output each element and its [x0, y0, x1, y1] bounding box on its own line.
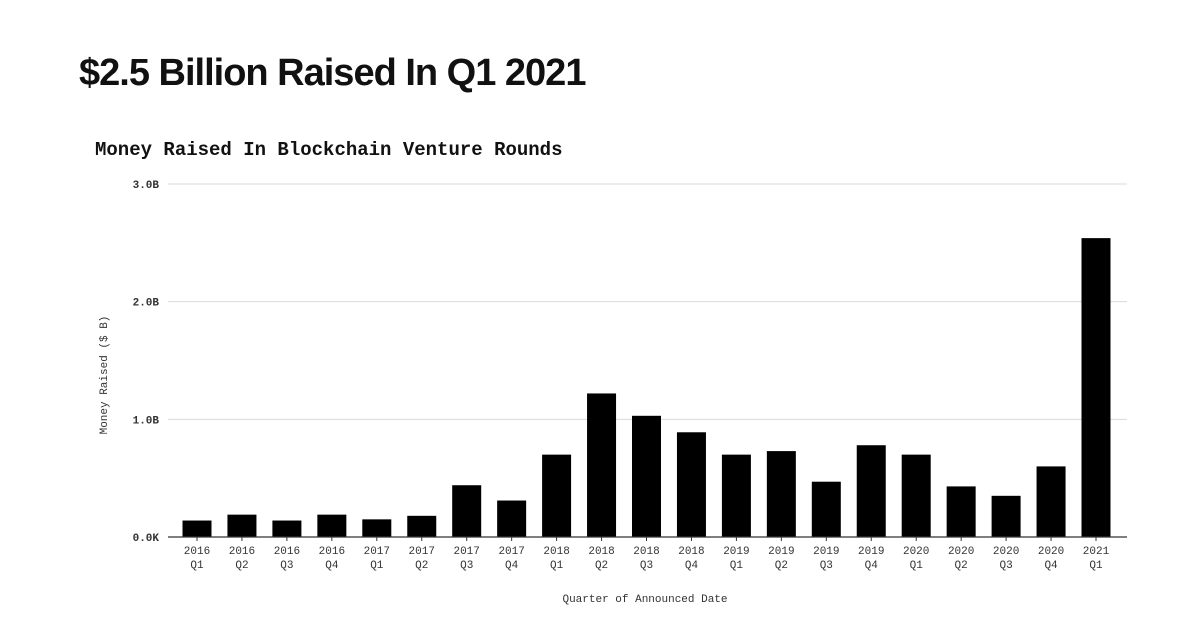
x-tick-label: 2019 Q3: [813, 546, 839, 572]
bar: [362, 519, 392, 537]
x-tick-label: 2018 Q1: [543, 546, 569, 572]
x-tick-label: 2017 Q4: [498, 546, 524, 572]
bar: [407, 515, 437, 537]
bar: [227, 514, 257, 537]
x-tick-label: 2018 Q4: [678, 546, 704, 572]
bar: [182, 520, 212, 537]
bar: [1036, 466, 1066, 537]
bar: [632, 415, 661, 537]
bar: [452, 485, 482, 537]
bar: [676, 432, 706, 537]
bar: [542, 454, 572, 537]
bar: [766, 451, 796, 537]
x-tick-label: 2017 Q1: [364, 546, 390, 572]
chart-title: Money Raised In Blockchain Venture Round…: [95, 139, 563, 161]
y-tick-label: 2.0B: [133, 298, 160, 310]
x-axis-title: Quarter of Announced Date: [562, 594, 727, 606]
y-axis-title: Money Raised ($ B): [99, 316, 111, 435]
y-tick-label: 3.0B: [133, 180, 160, 192]
x-tick-label: 2017 Q2: [409, 546, 435, 572]
x-tick-label: 2019 Q2: [768, 546, 794, 572]
bar: [317, 514, 347, 537]
bar: [1081, 238, 1111, 538]
x-tick-label: 2020 Q4: [1038, 546, 1064, 572]
bar: [811, 481, 841, 537]
bar: [497, 500, 527, 537]
page-headline: $2.5 Billion Raised In Q1 2021: [79, 52, 586, 94]
x-tick-label: 2020 Q1: [903, 546, 929, 572]
x-tick-label: 2017 Q3: [453, 546, 479, 572]
x-tick-label: 2016 Q2: [229, 546, 255, 572]
x-tick-label: 2019 Q4: [858, 546, 884, 572]
x-tick-label: 2018 Q2: [588, 546, 614, 572]
bar: [901, 454, 931, 537]
x-tick-label: 2016 Q1: [184, 546, 210, 572]
x-tick-label: 2020 Q2: [948, 546, 974, 572]
x-tick-label: 2021 Q1: [1083, 546, 1110, 572]
bar: [991, 495, 1021, 537]
bar: [856, 445, 886, 537]
y-tick-label: 0.0K: [133, 533, 160, 545]
x-tick-label: 2016 Q3: [274, 546, 300, 572]
y-tick-label: 1.0B: [133, 415, 160, 427]
x-tick-label: 2018 Q3: [633, 546, 659, 572]
bar: [946, 486, 976, 537]
bar: [721, 454, 751, 537]
x-tick-label: 2019 Q1: [723, 546, 749, 572]
x-tick-label: 2020 Q3: [993, 546, 1019, 572]
bar: [272, 520, 302, 537]
bar: [587, 393, 617, 537]
x-tick-label: 2016 Q4: [319, 546, 345, 572]
